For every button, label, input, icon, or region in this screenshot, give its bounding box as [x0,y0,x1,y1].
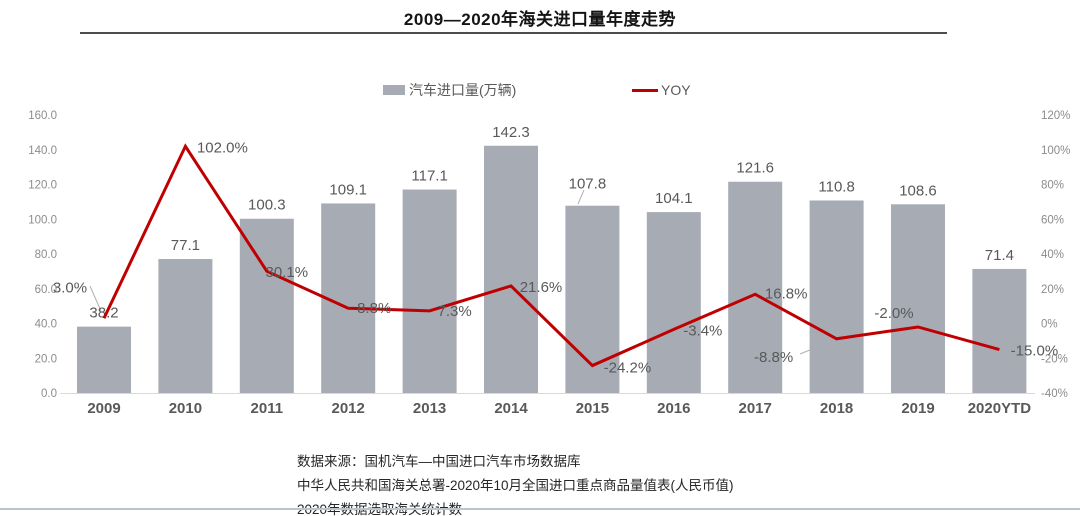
bar-2020YTD [972,268,1027,393]
chart-canvas: 0.0 20.0 40.0 60.0 80.0 100.0 120.0 140.0 160.0 -… [28,110,1070,417]
x-axis-label: 2011 [251,400,284,417]
right-axis-tick-label: 120% [1041,110,1070,122]
bar-value-label: 71.4 [985,247,1014,264]
legend-label-yoy: YOY [661,82,691,98]
bar-value-label: 107.8 [569,176,607,193]
bar-value-label: 104.1 [655,190,693,207]
bar-value-label: 38.2 [89,305,118,322]
right-axis-tick-label: 40% [1041,249,1064,261]
x-axis-label: 2012 [332,400,365,417]
yoy-value-label: 3.0% [53,279,87,296]
left-axis-tick-label: 100.0 [28,214,57,226]
source-note-line: 数据来源：国机汽车—中国进口汽车市场数据库 [297,454,581,469]
right-axis-tick-label: 80% [1041,180,1064,192]
yoy-value-label: 7.3% [437,303,471,320]
bar-2018 [809,200,864,393]
left-axis-tick-label: 40.0 [35,319,57,331]
left-axis-tick-label: 20.0 [35,353,57,365]
right-axis-tick-label: 60% [1041,214,1064,226]
bar-2019 [891,204,945,393]
left-axis-tick-label: 160.0 [28,110,57,122]
left-axis-tick-label: 80.0 [35,249,57,261]
x-axis-label: 2010 [169,400,202,417]
x-axis-label: 2019 [901,400,934,417]
x-axis-label: 2016 [657,400,690,417]
bar-value-label: 108.6 [899,182,937,199]
right-axis-tick-label: 100% [1041,145,1070,157]
left-axis-tick-label: 0.0 [41,388,57,400]
bar-value-label: 142.3 [492,124,530,141]
legend-label-imports: 汽车进口量(万辆) [409,82,517,98]
yoy-value-label: 102.0% [197,139,248,156]
bar-value-label: 110.8 [818,178,854,195]
x-axis-label: 2013 [413,400,446,417]
bar-2012 [321,203,376,393]
yoy-value-label: -8.8% [754,349,793,366]
x-axis-label: 2018 [820,400,853,417]
bottom-divider [0,508,1080,510]
yoy-value-label: 30.1% [266,264,309,281]
label-leader-line [89,285,102,312]
x-axis-label: 2009 [87,400,120,417]
chart-title: 2009—2020年海关进口量年度走势 [403,10,677,29]
bar-series-swatch-icon [383,85,405,95]
bar-2015 [565,205,620,393]
x-axis-label: 2020YTD [968,400,1032,417]
yoy-value-label: -3.4% [683,322,722,339]
title-underline [80,32,947,34]
x-axis-label: 2015 [576,400,609,417]
yoy-value-label: 16.8% [765,285,808,302]
x-axis-label: 2017 [739,400,772,417]
right-axis-tick-label: 0% [1041,319,1058,331]
bar-value-label: 121.6 [736,160,774,177]
right-axis-tick-label: -40% [1041,388,1068,400]
left-axis-tick-label: 140.0 [28,145,57,157]
yoy-value-label: -2.0% [874,305,913,322]
bar-2014 [484,145,538,393]
line-series-swatch-icon [632,88,658,92]
left-axis-tick-label: 120.0 [28,180,57,192]
bar-2017 [728,181,783,393]
left-axis-tick-label: 60.0 [35,284,57,296]
bar-value-label: 109.1 [329,181,367,198]
bar-2009 [77,326,131,393]
yoy-line [102,143,1000,368]
bar-2010 [158,259,213,393]
source-notes: 数据来源：国机汽车—中国进口汽车市场数据库 中华人民共和国海关总署-2020年1… [297,450,734,516]
bar-value-label: 117.1 [411,168,447,185]
legend-item-imports: 汽车进口量(万辆) [383,81,516,99]
yoy-value-label: 21.6% [520,279,563,296]
bar-2016 [646,212,701,393]
legend-item-yoy: YOY [632,81,691,99]
x-axis-label: 2014 [494,400,528,417]
label-leader-line [577,189,585,205]
yoy-value-label: -15.0% [1011,343,1059,360]
yoy-value-label: -24.2% [604,360,652,377]
yoy-value-label: 8.8% [357,300,391,317]
bar-2013 [402,189,457,393]
source-note-line: 中华人民共和国海关总署-2020年10月全国进口重点商品量值表(人民币值) [297,478,734,493]
source-note-line: 2020年数据选取海关统计数 [297,498,734,516]
right-axis-tick-label: 20% [1041,284,1064,296]
right-axis-tick-label: -20% [1041,353,1068,365]
bar-2011 [239,218,294,393]
bar-value-label: 100.3 [248,197,286,214]
bar-value-label: 77.1 [171,237,200,254]
